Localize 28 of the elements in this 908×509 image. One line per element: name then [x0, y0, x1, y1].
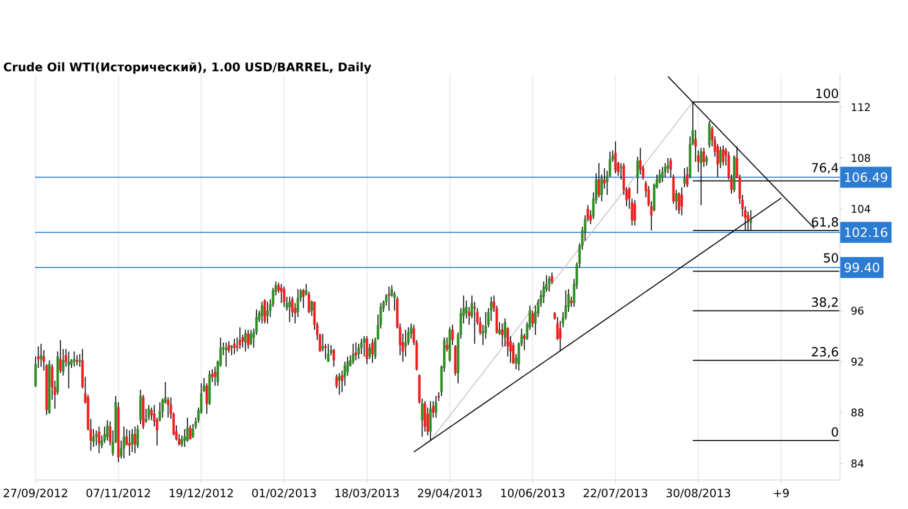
- series-label: 50: [824, 253, 838, 263]
- x-tick-label: 18/03/2013: [336, 488, 399, 498]
- y-tick-label: 88: [851, 408, 864, 417]
- x-tick-label: 22/07/2013: [584, 488, 648, 498]
- y-tick-label: 104: [852, 204, 870, 213]
- series-label: 61,8: [812, 217, 838, 228]
- series-label: 38,2: [812, 297, 838, 308]
- y-tick-label: 112: [852, 103, 870, 111]
- series-label: 100: [816, 88, 838, 98]
- series-label: 23,6: [812, 347, 838, 358]
- ref-line-label: 106.49: [845, 172, 888, 182]
- x-tick-label: +9: [774, 488, 789, 498]
- y-tick-label: 84: [851, 459, 864, 468]
- series-label: 0: [832, 427, 838, 437]
- x-tick-label: 07/11/2012: [86, 488, 150, 498]
- y-tick-label: 92: [851, 358, 864, 366]
- x-tick-label: 10/06/2013: [501, 488, 564, 498]
- ref-line-label: 99.40: [844, 262, 880, 272]
- chart-title: Crude Oil WTI(Исторический), 1.00 USD/BARREL, Daily: [4, 62, 372, 74]
- x-tick-label: 19/12/2012: [170, 488, 233, 498]
- series-label: 76,4: [812, 162, 838, 174]
- y-tick-label: 96: [851, 306, 864, 315]
- x-tick-label: 29/04/2013: [418, 488, 482, 498]
- x-tick-label: 27/09/2012: [4, 488, 68, 498]
- x-tick-label: 01/02/2013: [252, 488, 316, 498]
- x-tick-label: 30/08/2013: [666, 488, 730, 498]
- ref-line-label: 102.16: [845, 228, 888, 238]
- y-tick-label: 108: [852, 154, 870, 162]
